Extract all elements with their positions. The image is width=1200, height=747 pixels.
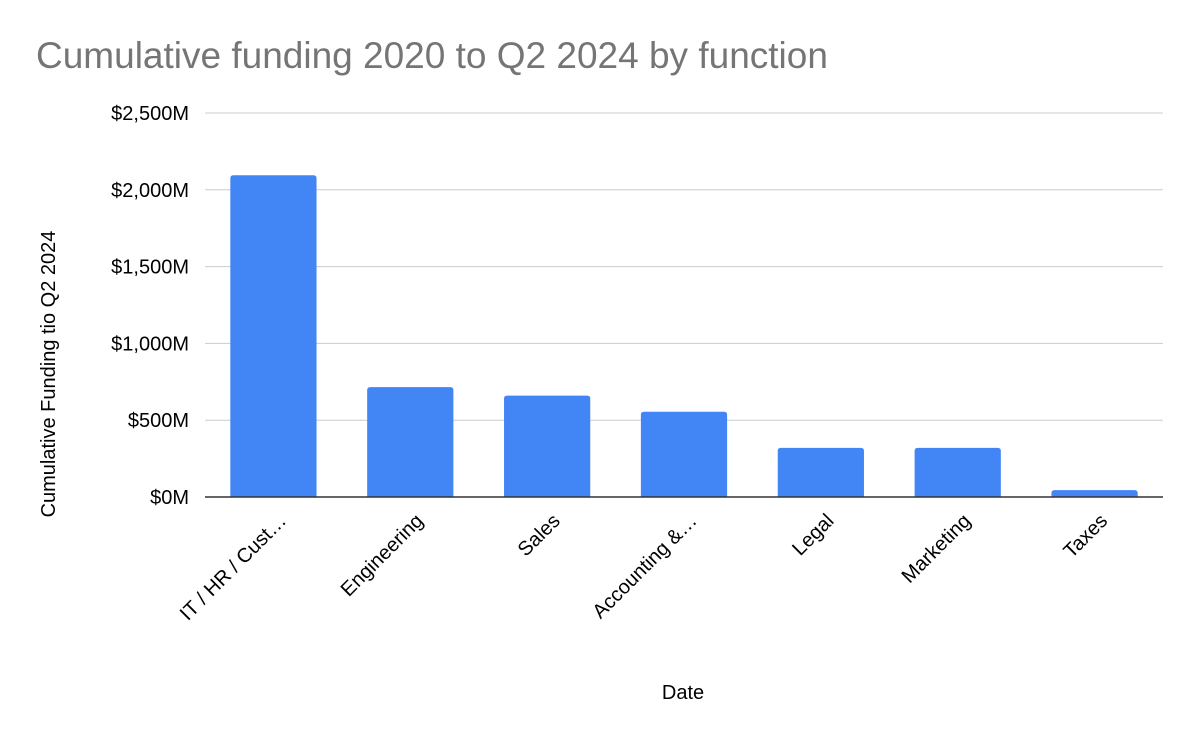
x-tick-label: Sales bbox=[514, 510, 565, 561]
x-tick-label: IT / HR / Cust… bbox=[176, 510, 291, 625]
bar bbox=[367, 387, 454, 497]
y-tick-label: $500M bbox=[128, 410, 189, 432]
bar bbox=[230, 175, 317, 497]
x-tick-label: Marketing bbox=[898, 510, 976, 588]
x-tick-label: Taxes bbox=[1060, 510, 1113, 563]
x-tick-label: Legal bbox=[788, 510, 838, 560]
y-tick-label: $1,500M bbox=[111, 257, 189, 279]
y-tick-label: $0M bbox=[150, 487, 189, 509]
y-tick-label: $1,000M bbox=[111, 333, 189, 355]
gridlines bbox=[205, 112, 1163, 421]
y-tick-label: $2,500M bbox=[111, 103, 189, 125]
x-axis-title: Date bbox=[662, 682, 704, 704]
bar bbox=[914, 447, 1001, 497]
x-tick-labels: IT / HR / Cust… Engineering Sales Accountin… bbox=[176, 510, 1112, 625]
y-tick-labels: $0M $500M $1,000M $1,500M $2,000M $2,500M bbox=[111, 103, 189, 509]
bar bbox=[1051, 490, 1138, 497]
bar bbox=[777, 447, 864, 497]
bars bbox=[230, 175, 1138, 497]
y-axis-title: Cumulative Funding tio Q2 2024 bbox=[38, 231, 60, 518]
bar bbox=[640, 411, 728, 497]
x-tick-label: Engineering bbox=[337, 510, 428, 601]
bar bbox=[504, 395, 591, 497]
y-tick-label: $2,000M bbox=[111, 180, 189, 202]
x-tick-label: Accounting &… bbox=[588, 510, 701, 623]
chart-title: Cumulative funding 2020 to Q2 2024 by fu… bbox=[36, 35, 828, 76]
